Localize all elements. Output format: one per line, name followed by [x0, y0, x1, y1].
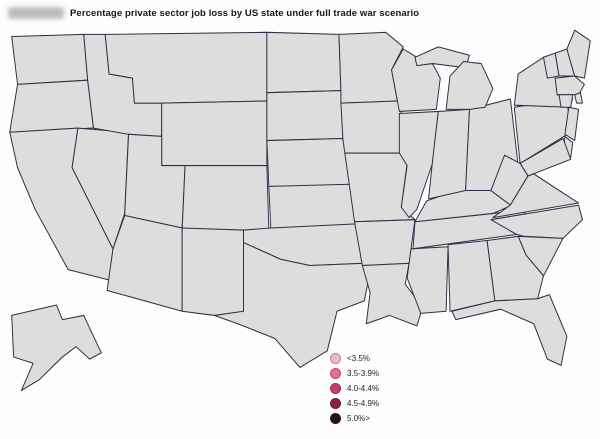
state-NM [181, 227, 244, 316]
state-MA [554, 75, 585, 96]
legend-label: 4.5-4.9% [347, 399, 380, 408]
map-legend: <3.5% 3.5-3.9% 4.0-4.4% 4.5-4.9% 5.0%> [330, 351, 379, 426]
state-WY [161, 100, 268, 169]
state-CT [558, 94, 574, 108]
state-AK [11, 304, 102, 391]
state-NE [266, 137, 352, 187]
chart-title: Percentage private sector job loss by US… [70, 8, 420, 19]
state-ME [566, 29, 591, 79]
us-choropleth-map [9, 29, 591, 391]
state-MS [406, 246, 449, 314]
state-IA [340, 100, 406, 154]
legend-swatch [330, 383, 341, 394]
state-NJ [564, 106, 580, 142]
state-KS [268, 183, 357, 229]
legend-item: <3.5% [330, 351, 379, 366]
state-MI-lower [445, 60, 494, 110]
legend-item: 5.0%> [330, 411, 379, 426]
legend-swatch [330, 398, 341, 409]
header: Percentage private sector job loss by US… [0, 0, 600, 26]
legend-swatch [330, 368, 341, 379]
state-TX [213, 242, 371, 368]
blurred-logo [8, 7, 64, 19]
legend-item: 4.5-4.9% [330, 396, 379, 411]
legend-label: 3.5-3.9% [347, 369, 380, 378]
legend-swatch [330, 413, 341, 424]
legend-swatch [330, 353, 341, 364]
legend-label: <3.5% [347, 354, 370, 363]
state-WA [11, 33, 89, 85]
state-AR [354, 219, 416, 266]
state-OR [9, 79, 94, 133]
state-WV [490, 154, 529, 206]
state-AZ [106, 214, 183, 312]
legend-item: 3.5-3.9% [330, 366, 379, 381]
state-VA [492, 173, 580, 219]
legend-label: 4.0-4.4% [347, 384, 380, 393]
legend-label: 5.0%> [347, 414, 370, 423]
state-FL [451, 294, 568, 366]
state-RI [574, 92, 583, 104]
state-CO [181, 165, 270, 231]
legend-item: 4.0-4.4% [330, 381, 379, 396]
state-SD [266, 90, 344, 142]
state-ND [266, 31, 342, 94]
state-AL [447, 239, 496, 312]
